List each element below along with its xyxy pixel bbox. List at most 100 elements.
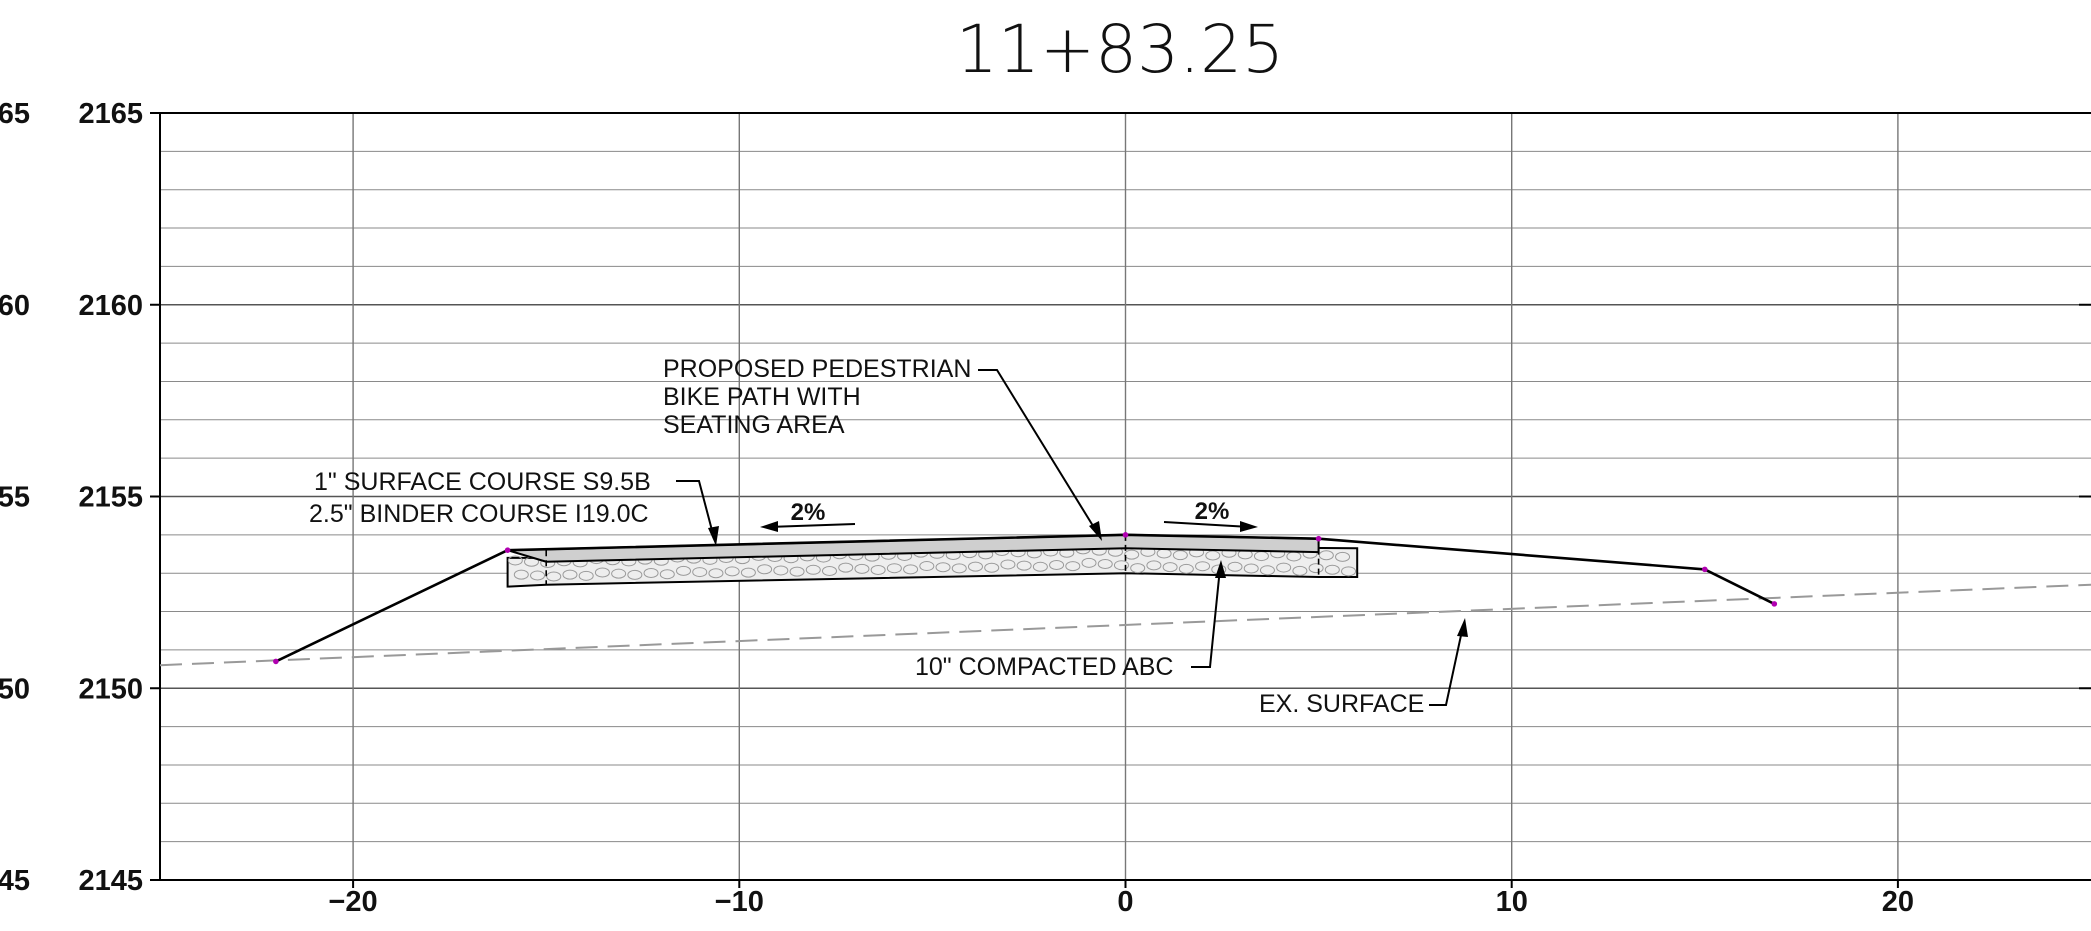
y-tick-label: 2150 [78, 673, 143, 705]
x-tick-label: −20 [328, 886, 377, 918]
aggregate-stone [676, 565, 692, 576]
aggregate-stone [1081, 557, 1097, 568]
aggregate-stone [870, 565, 886, 576]
aggregate-stone [1292, 565, 1308, 576]
profile-points [273, 532, 1778, 665]
aggregate-stone [1259, 565, 1275, 576]
aggregate-stone [1065, 561, 1081, 572]
aggregate-stone [854, 563, 870, 574]
slope-left-label: 2% [791, 499, 826, 526]
aggregate-stone [1205, 550, 1221, 561]
aggregate-stone [643, 568, 659, 579]
aggregate-stone [724, 566, 740, 577]
left-edge-label: 55 [0, 482, 30, 514]
profile-point [1702, 566, 1708, 573]
left-edge-label: 60 [0, 290, 30, 322]
proposed-profile-line [275, 533, 1775, 663]
left-edge-labels: 45 50 55 60 65 [0, 98, 30, 897]
aggregate-stone [546, 571, 562, 582]
x-tick-label: −10 [715, 886, 764, 918]
aggregate-stone [1097, 559, 1113, 570]
aggregate-stone [1341, 566, 1357, 577]
profile-point [1771, 601, 1778, 607]
profile-point [504, 547, 511, 553]
profile-point [1315, 535, 1322, 542]
x-axis-labels: −20 −10 0 10 20 [328, 886, 1914, 918]
y-tick-label: 2145 [78, 865, 143, 897]
aggregate-stone [984, 562, 1000, 573]
aggregate-stone [562, 569, 578, 580]
aggregate-stone [821, 565, 837, 576]
aggregate-stone [692, 567, 708, 578]
aggregate-stone [1243, 563, 1259, 574]
surface-course-line-1: 1" SURFACE COURSE S9.5B [314, 468, 651, 496]
aggregate-stone [967, 561, 983, 572]
abc-callout: 10" COMPACTED ABC [915, 560, 1226, 681]
aggregate-stone [1195, 561, 1211, 572]
station-title: 11+83.25 [956, 11, 1284, 88]
proposed-path-line-3: SEATING AREA [663, 411, 845, 439]
aggregate-stone [1032, 561, 1048, 572]
aggregate-stone [919, 561, 935, 572]
left-edge-label: 50 [0, 673, 30, 705]
aggregate-stone [838, 562, 854, 573]
aggregate-stone [627, 569, 643, 580]
aggregate-stone [1172, 550, 1188, 561]
surface-course-callout: 1" SURFACE COURSE S9.5B 2.5" BINDER COUR… [309, 468, 719, 546]
aggregate-stone [1016, 560, 1032, 571]
aggregate-stone [886, 563, 902, 574]
y-axis-labels: 2145 2150 2155 2160 2165 [78, 98, 143, 897]
aggregate-stone [740, 567, 756, 578]
aggregate-stone [659, 569, 675, 580]
aggregate-stone [1113, 560, 1129, 571]
aggregate-stone [773, 565, 789, 576]
x-tick-label: 0 [1117, 886, 1133, 918]
aggregate-stone [757, 564, 773, 575]
aggregate-stone [1276, 562, 1292, 573]
profile-point [1122, 532, 1129, 538]
aggregate-stone [708, 568, 724, 579]
aggregate-stone [1308, 563, 1324, 574]
aggregate-stone [951, 563, 967, 574]
existing-surface-line [159, 583, 2091, 667]
aggregate-stone [1227, 561, 1243, 572]
slope-right-label: 2% [1195, 498, 1230, 525]
aggregate-stone [1324, 564, 1340, 575]
plot-frame [159, 112, 2091, 881]
aggregate-stone [578, 570, 594, 581]
section-break-lines [545, 534, 1320, 585]
aggregate-stone [1049, 559, 1065, 570]
aggregate-stone [805, 564, 821, 575]
proposed-path-callout: PROPOSED PEDESTRIAN BIKE PATH WITH SEATI… [663, 355, 1102, 541]
aggregate-stone [903, 564, 919, 575]
existing-surface-label: EX. SURFACE [1259, 690, 1424, 718]
left-edge-label: 45 [0, 865, 30, 897]
aggregate-stone [935, 562, 951, 573]
slope-left-indicator: 2% [760, 499, 856, 532]
y-tick-label: 2160 [78, 290, 143, 322]
aggregate-stone [1335, 551, 1351, 562]
aggregate-stone [1124, 549, 1140, 560]
aggregate-stone [594, 567, 610, 578]
y-tick-label: 2155 [78, 482, 143, 514]
aggregate-stone [1162, 562, 1178, 573]
x-tick-label: 20 [1882, 886, 1914, 918]
aggregate-stone [1178, 563, 1194, 574]
slope-right-indicator: 2% [1163, 498, 1258, 532]
aggregate-stone [789, 566, 805, 577]
surface-course-line-2: 2.5" BINDER COURSE I19.0C [309, 500, 649, 528]
aggregate-stone [1318, 550, 1334, 561]
aggregate-stone [513, 569, 529, 580]
abc-label: 10" COMPACTED ABC [915, 653, 1173, 681]
aggregate-stone [1000, 559, 1016, 570]
x-tick-label: 10 [1496, 886, 1528, 918]
existing-surface-callout: EX. SURFACE [1259, 618, 1468, 718]
abc-aggregate-pattern [507, 544, 1357, 582]
profile-point [273, 658, 279, 665]
y-tick-label: 2165 [78, 98, 143, 130]
aggregate-stone [507, 555, 523, 566]
left-edge-label: 65 [0, 98, 30, 130]
aggregate-stone [1146, 560, 1162, 571]
proposed-path-line-1: PROPOSED PEDESTRIAN [663, 355, 971, 383]
